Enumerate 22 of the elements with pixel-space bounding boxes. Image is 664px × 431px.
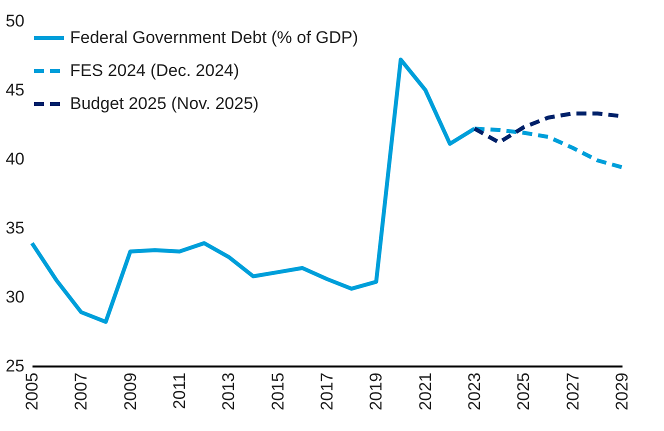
x-tick-label: 2017 [318,372,336,410]
y-tick-label: 25 [6,356,24,376]
x-tick-label: 2025 [514,372,534,410]
x-tick-label: 2011 [170,372,189,410]
x-tick-label: 2005 [22,372,42,410]
legend-label: Federal Government Debt (% of GDP) [70,28,358,47]
x-tick-label: 2019 [366,372,386,410]
x-tick-label: 2027 [563,372,582,410]
x-tick-label: 2029 [612,372,632,410]
y-tick-label: 45 [6,80,24,100]
legend-label: FES 2024 (Dec. 2024) [70,61,240,80]
x-tick-label: 2021 [416,372,435,410]
x-tick-label: 2015 [268,372,288,410]
y-tick-label: 35 [6,218,24,238]
x-tick-label: 2013 [219,372,238,410]
y-tick-label: 50 [6,12,24,30]
x-tick-label: 2007 [72,372,91,410]
legend-label: Budget 2025 (Nov. 2025) [70,94,259,113]
x-tick-label: 2009 [120,372,140,410]
x-tick-label: 2023 [465,372,484,410]
y-tick-label: 30 [6,288,24,306]
y-tick-label: 40 [6,150,24,168]
